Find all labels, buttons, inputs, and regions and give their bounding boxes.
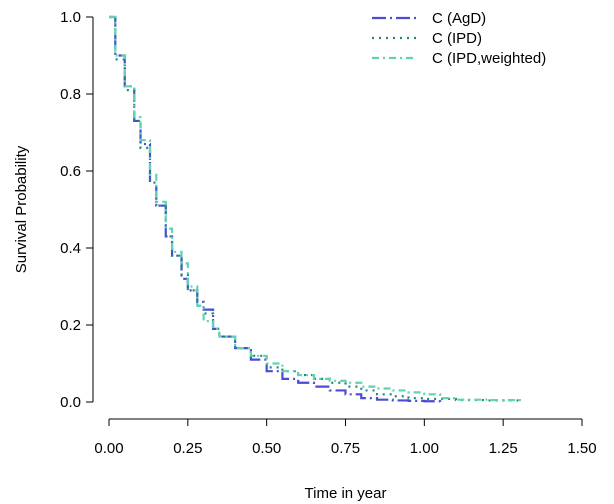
legend-label-2: C (IPD): [432, 30, 482, 47]
y-tick-label: 0.4: [60, 240, 81, 257]
x-tick-label: 0.50: [252, 440, 281, 457]
x-tick-label: 1.50: [567, 440, 596, 457]
series-line-2: [109, 15, 523, 402]
y-tick-label: 0.8: [60, 86, 81, 103]
x-tick-label: 1.25: [489, 440, 518, 457]
y-tick-label: 1.0: [60, 9, 81, 26]
y-axis-title: Survival Probability: [13, 145, 30, 273]
x-tick-label: 0.25: [173, 440, 202, 457]
x-axis-title: Time in year: [305, 485, 387, 502]
y-tick-label: 0.2: [60, 317, 81, 334]
legend-label-1: C (AgD): [432, 10, 486, 27]
y-ticks: 0.0 0.2 0.4 0.6 0.8 1.0: [60, 9, 93, 411]
series-layer: [109, 15, 524, 403]
y-tick-label: 0.6: [60, 163, 81, 180]
x-tick-label: 0.75: [331, 440, 360, 457]
x-tick-label: 1.00: [410, 440, 439, 457]
x-tick-label: 0.00: [94, 440, 123, 457]
series-line-1: [109, 15, 442, 403]
legend: C (AgD) C (IPD) C (IPD,weighted): [372, 10, 546, 67]
series-line-3: [109, 15, 524, 402]
y-tick-label: 0.0: [60, 394, 81, 411]
x-ticks: 0.00 0.25 0.50 0.75 1.00 1.25 1.50: [94, 419, 597, 457]
legend-label-3: C (IPD,weighted): [432, 50, 546, 67]
